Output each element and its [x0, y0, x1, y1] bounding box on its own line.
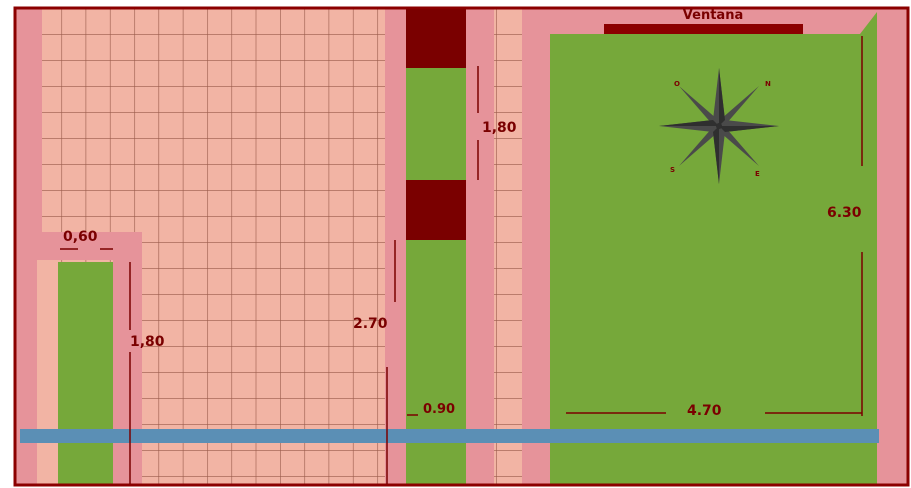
dark-block-middle: [406, 180, 466, 240]
compass-label-northwest: O: [674, 80, 680, 88]
dimension-label-center-left: 2.70: [353, 316, 388, 332]
compass-label-north: N: [765, 80, 771, 88]
window-label: Ventana: [683, 8, 743, 23]
right-pink-strip: [877, 8, 907, 484]
garden-green-area: [550, 12, 877, 484]
outer-frame: [13, 6, 910, 487]
dimension-label-center-upper: 1,80: [482, 120, 517, 136]
dimension-label-path-width: 0,60: [63, 229, 98, 245]
dimension-label-garden-height: 6.30: [827, 205, 862, 221]
compass-label-east: E: [755, 170, 760, 178]
dimension-label-center-bed-width: 0.90: [423, 402, 455, 417]
garden-left-strip: [522, 8, 550, 484]
dimension-label-left-bed: 1,80: [130, 334, 165, 350]
compass-label-south: S: [670, 166, 675, 174]
left-inner-strip: [37, 8, 42, 234]
path-strip: [37, 232, 142, 260]
dimension-lines: [60, 36, 863, 484]
window: [604, 24, 803, 34]
center-green-bed-lower: [406, 240, 466, 484]
dark-block-top: [406, 8, 466, 68]
dimension-label-garden-width: 4.70: [687, 403, 722, 419]
left-pink-strip: [16, 8, 37, 484]
center-green-bed-upper: [406, 68, 466, 180]
compass-rose-icon: [659, 68, 779, 184]
left-bed-border-left: [37, 260, 58, 484]
water-channel: [20, 429, 879, 443]
center-right-strip: [466, 8, 494, 484]
left-green-bed: [58, 262, 113, 484]
left-bed-border-right: [113, 260, 142, 484]
